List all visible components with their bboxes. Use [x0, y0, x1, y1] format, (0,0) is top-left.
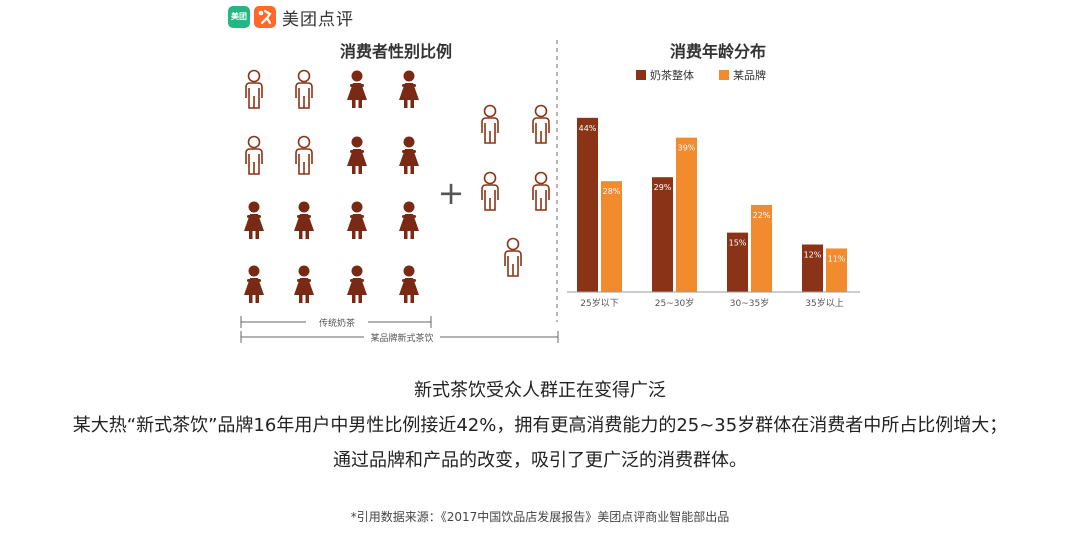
caption-title: 新式茶饮受众人群正在变得广泛: [414, 380, 666, 401]
infographic: 消费者性别比例 + 传统奶茶 某品牌新式茶饮 消费年龄分布 奶茶整体 某品牌 4…: [240, 40, 860, 344]
male-person-icon: [295, 69, 313, 109]
bar: [601, 181, 622, 292]
bar-value-label: 15%: [729, 239, 747, 248]
female-person-icon: [399, 70, 419, 108]
female-person-icon: [347, 201, 367, 239]
male-person-icon: [481, 171, 499, 211]
bar-value-label: 44%: [579, 124, 597, 133]
legend-swatch-milk-tea: [636, 70, 646, 80]
female-person-icon: [347, 70, 367, 108]
male-person-icon: [532, 171, 550, 211]
female-person-icon: [347, 136, 367, 174]
female-person-icon: [399, 201, 419, 239]
legend-label-brand: 某品牌: [733, 68, 766, 82]
male-person-icon: [295, 135, 313, 175]
bar: [751, 204, 772, 292]
bar: [727, 232, 748, 292]
bar: [577, 117, 598, 292]
bar-value-label: 12%: [804, 251, 822, 260]
chart-title: 消费年龄分布: [670, 42, 766, 61]
bar: [652, 177, 673, 292]
plus-sign: +: [438, 174, 465, 212]
male-person-icon: [532, 104, 550, 144]
chart-legend: 奶茶整体 某品牌: [636, 68, 766, 82]
gender-icon-grid: [244, 69, 419, 303]
bar-value-label: 29%: [654, 183, 672, 192]
female-person-icon: [244, 201, 264, 239]
x-tick-label: 25岁以下: [580, 297, 618, 309]
age-distribution-chart: 消费年龄分布 奶茶整体 某品牌 44% 29% 15% 12% 28% 39% 22% 11%…: [567, 42, 860, 309]
caption-line-2: 通过品牌和产品的改变，吸引了更广泛的消费群体。: [333, 450, 747, 471]
female-person-icon: [399, 136, 419, 174]
meituan-logo-icon: 美团: [228, 6, 250, 28]
brand-name: 美团点评: [282, 9, 354, 30]
bar-value-label: 39%: [678, 144, 696, 153]
female-person-icon: [244, 265, 264, 303]
extra-male-icons: [481, 104, 550, 277]
x-tick-label: 30~35岁: [730, 297, 769, 309]
brand-tea-label: 某品牌新式茶饮: [370, 332, 433, 344]
female-person-icon: [294, 265, 314, 303]
x-tick-label: 25~30岁: [655, 297, 694, 309]
brand-logo: 美团 美团点评: [228, 3, 354, 31]
legend-label-milk-tea: 奶茶整体: [650, 68, 694, 82]
male-person-icon: [504, 237, 522, 277]
female-person-icon: [347, 265, 367, 303]
dianping-logo-icon: [254, 6, 276, 28]
bar: [676, 137, 697, 292]
traditional-tea-label: 传统奶茶: [319, 317, 355, 329]
brand-tea-bracket: 某品牌新式茶饮: [240, 331, 559, 344]
x-tick-label: 35岁以上: [805, 297, 843, 309]
male-person-icon: [481, 104, 499, 144]
bar: [802, 244, 823, 292]
caption-line-1: 某大热“新式茶饮”品牌16年用户中男性比例接近42%，拥有更高消费能力的25~3…: [72, 415, 1008, 436]
data-source-note: *引用数据来源：《2017中国饮品店发展报告》美团点评商业智能部出品: [350, 510, 730, 524]
female-person-icon: [399, 265, 419, 303]
bar-value-label: 28%: [603, 187, 621, 196]
legend-swatch-brand: [719, 70, 729, 80]
traditional-tea-bracket: 传统奶茶: [240, 316, 432, 329]
male-person-icon: [245, 135, 263, 175]
bar-value-label: 11%: [828, 254, 846, 263]
bar: [826, 248, 847, 292]
male-person-icon: [245, 69, 263, 109]
female-person-icon: [294, 201, 314, 239]
gender-panel-title: 消费者性别比例: [340, 42, 452, 61]
bar-value-label: 22%: [753, 211, 771, 220]
